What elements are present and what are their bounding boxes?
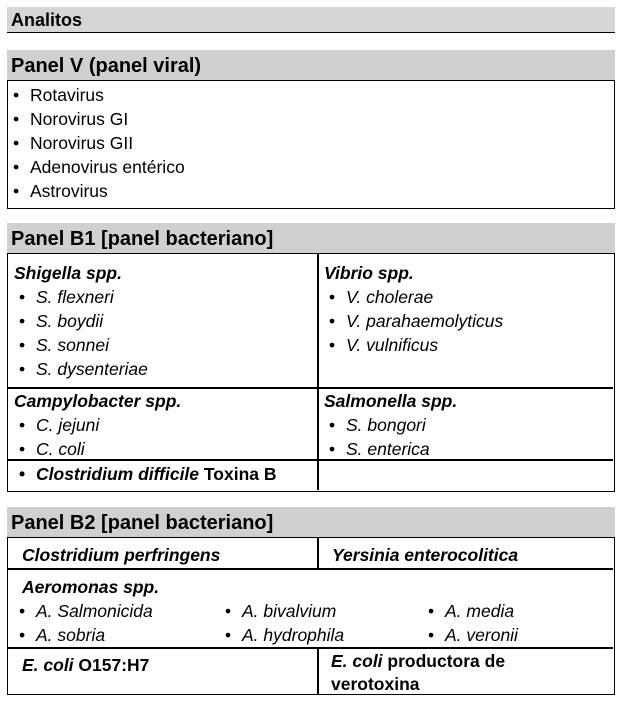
panel-v-box: Rotavirus Norovirus GI Norovirus GII Ade… bbox=[7, 80, 615, 209]
salmonella-cell: Salmonella spp. S. bongori S. enterica bbox=[324, 389, 609, 461]
column-divider bbox=[317, 538, 319, 570]
aeromonas-cell: Aeromonas spp. A. Salmonicida A. sobria … bbox=[14, 575, 609, 647]
list-item: S. bongori bbox=[324, 413, 609, 437]
list-item: A. hydrophila bbox=[220, 623, 420, 647]
panel-v-list: Rotavirus Norovirus GI Norovirus GII Ade… bbox=[8, 83, 614, 203]
list-item: C. coli bbox=[14, 437, 314, 461]
ecoli-verotoxin-line2: verotoxina bbox=[331, 674, 420, 694]
clostridium-difficile-suffix: Toxina B bbox=[199, 464, 277, 484]
ecoli-o157-cell: E. coli O157:H7 bbox=[22, 653, 149, 677]
list-item: S. dysenteriae bbox=[14, 357, 314, 381]
panel-b1-box: Shigella spp. S. flexneri S. boydii S. s… bbox=[7, 253, 615, 492]
list-item: Adenovirus entérico bbox=[8, 155, 614, 179]
list-item: A. bivalvium bbox=[220, 599, 420, 623]
row-divider bbox=[8, 387, 613, 389]
clostridium-perfringens: Clostridium perfringens bbox=[22, 545, 221, 565]
list-item: A. media bbox=[423, 599, 603, 623]
campylobacter-heading: Campylobacter spp. bbox=[14, 391, 182, 411]
shigella-heading: Shigella spp. bbox=[14, 263, 122, 283]
ecoli-name: E. coli bbox=[331, 651, 383, 671]
list-item: V. cholerae bbox=[324, 285, 609, 309]
panel-v-title: Panel V (panel viral) bbox=[7, 50, 615, 80]
row-divider bbox=[8, 647, 613, 649]
list-item: S. enterica bbox=[324, 437, 609, 461]
list-item: A. veronii bbox=[423, 623, 603, 647]
ecoli-o157-suffix: O157:H7 bbox=[73, 655, 150, 675]
clostridium-difficile-name: Clostridium difficile bbox=[36, 464, 200, 484]
list-item: S. flexneri bbox=[14, 285, 314, 309]
column-divider bbox=[317, 648, 319, 694]
clostridium-difficile-cell: Clostridium difficile Toxina B bbox=[14, 462, 314, 486]
panel-b2-box: Clostridium perfringens Yersinia enteroc… bbox=[7, 537, 615, 695]
vibrio-heading: Vibrio spp. bbox=[324, 263, 414, 283]
salmonella-heading: Salmonella spp. bbox=[324, 391, 458, 411]
list-item: A. sobria bbox=[14, 623, 214, 647]
page-title: Analitos bbox=[7, 7, 615, 33]
list-item: S. boydii bbox=[14, 309, 314, 333]
vibrio-cell: Vibrio spp. V. cholerae V. parahaemolyti… bbox=[324, 261, 609, 357]
panel-b1-title: Panel B1 [panel bacteriano] bbox=[7, 223, 615, 253]
list-item: V. parahaemolyticus bbox=[324, 309, 609, 333]
ecoli-verotoxin-cell: E. coli productora de verotoxina bbox=[331, 650, 505, 696]
list-item: Clostridium difficile Toxina B bbox=[14, 462, 314, 486]
shigella-cell: Shigella spp. S. flexneri S. boydii S. s… bbox=[14, 261, 314, 381]
panel-b2-title: Panel B2 [panel bacteriano] bbox=[7, 507, 615, 537]
list-item: A. Salmonicida bbox=[14, 599, 214, 623]
list-item: Norovirus GI bbox=[8, 107, 614, 131]
aeromonas-heading: Aeromonas spp. bbox=[22, 577, 160, 597]
list-item: C. jejuni bbox=[14, 413, 314, 437]
list-item: Astrovirus bbox=[8, 179, 614, 203]
list-item: V. vulnificus bbox=[324, 333, 609, 357]
yersinia-enterocolitica: Yersinia enterocolitica bbox=[332, 545, 519, 565]
list-item: Norovirus GII bbox=[8, 131, 614, 155]
row-divider bbox=[8, 568, 613, 570]
list-item: S. sonnei bbox=[14, 333, 314, 357]
ecoli-verotoxin-suffix: productora de bbox=[382, 651, 506, 671]
campylobacter-cell: Campylobacter spp. C. jejuni C. coli bbox=[14, 389, 314, 461]
column-divider bbox=[317, 254, 319, 490]
list-item: Rotavirus bbox=[8, 83, 614, 107]
ecoli-name: E. coli bbox=[22, 655, 74, 675]
